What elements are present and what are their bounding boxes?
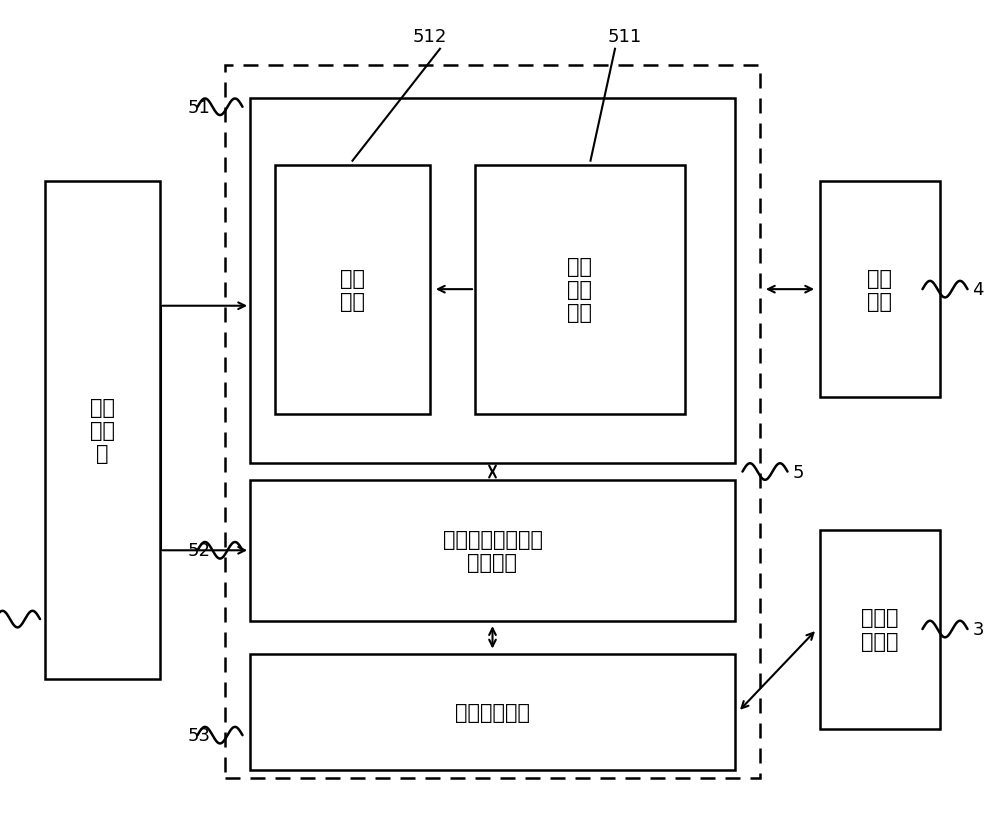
Text: 第一存储单元: 第一存储单元	[455, 702, 530, 722]
Bar	[475, 166, 685, 414]
Bar	[250, 480, 735, 621]
Text: 3: 3	[972, 620, 984, 638]
Text: 512: 512	[413, 28, 447, 46]
Bar	[275, 166, 430, 414]
Text: 数据访
问单元: 数据访 问单元	[861, 608, 899, 651]
Text: 51: 51	[188, 99, 210, 117]
Bar	[820, 182, 940, 397]
Bar	[45, 182, 160, 679]
Text: 4: 4	[972, 281, 984, 299]
Text: 互连
模块: 互连 模块	[867, 268, 892, 311]
Text: 控制
器单
元: 控制 器单 元	[90, 397, 115, 464]
Bar	[250, 99, 735, 464]
Text: 激活
单元: 激活 单元	[340, 268, 365, 311]
Text: 53: 53	[188, 726, 210, 744]
Bar	[820, 530, 940, 729]
Text: 511: 511	[608, 28, 642, 46]
Text: 第一数据依赖关系
判定单元: 第一数据依赖关系 判定单元	[442, 529, 542, 572]
Text: 52: 52	[188, 542, 210, 560]
Text: 向量
加法
单元: 向量 加法 单元	[568, 257, 592, 323]
Bar	[250, 654, 735, 770]
Bar	[225, 66, 760, 778]
Text: 5: 5	[792, 463, 804, 481]
